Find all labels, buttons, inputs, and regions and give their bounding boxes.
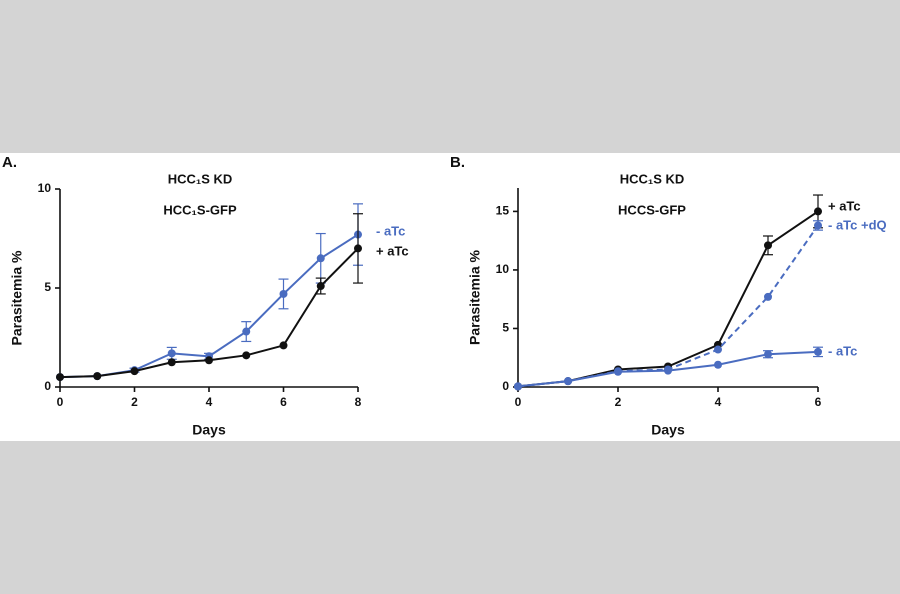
legend-label: + aTc	[828, 198, 861, 213]
x-tick-label: 0	[57, 395, 64, 409]
data-point	[764, 350, 772, 359]
y-tick-label: 0	[502, 379, 509, 393]
y-tick-label: 10	[38, 181, 52, 195]
panel-label: A.	[2, 154, 17, 171]
y-tick-label: 10	[496, 262, 510, 276]
x-tick-label: 2	[615, 395, 622, 409]
data-point	[316, 254, 325, 263]
data-point	[714, 345, 722, 354]
legend-label: - aTc	[828, 343, 857, 358]
data-point	[614, 367, 622, 376]
x-tick-label: 8	[355, 395, 362, 409]
chart-subtitle: HCCS-GFP	[618, 202, 686, 217]
data-point	[564, 377, 572, 386]
chart-title: HCC₁S KD	[620, 171, 685, 186]
figure-panel	[0, 153, 900, 441]
x-tick-label: 4	[206, 395, 213, 409]
data-point	[56, 373, 64, 382]
data-point	[814, 207, 822, 216]
x-axis-label: Days	[192, 422, 226, 438]
legend-label: + aTc	[376, 243, 409, 258]
chart-title: HCC₁S KD	[168, 171, 233, 186]
data-point	[814, 347, 822, 356]
x-tick-label: 6	[280, 395, 287, 409]
data-point	[130, 367, 139, 376]
data-point	[93, 372, 102, 381]
x-tick-label: 6	[815, 395, 822, 409]
data-point	[664, 366, 672, 375]
y-tick-label: 0	[44, 379, 51, 393]
data-point	[205, 356, 213, 365]
legend-label: - aTc	[376, 223, 405, 238]
panel-label: B.	[450, 154, 465, 171]
data-point	[814, 221, 822, 230]
data-point	[167, 358, 176, 367]
y-axis-label: Parasitemia %	[467, 249, 483, 344]
data-point	[242, 351, 251, 360]
x-tick-label: 0	[515, 395, 522, 409]
chart-subtitle: HCC₁S-GFP	[163, 202, 237, 217]
y-axis-label: Parasitemia %	[9, 250, 25, 345]
data-point	[279, 341, 288, 350]
data-point	[514, 382, 522, 391]
data-point	[714, 360, 722, 369]
data-point	[167, 349, 176, 358]
data-point	[316, 282, 325, 291]
data-point	[764, 292, 772, 301]
y-tick-label: 5	[44, 280, 51, 294]
x-tick-label: 4	[715, 395, 722, 409]
data-point	[354, 244, 362, 253]
data-point	[242, 327, 251, 336]
data-point	[279, 289, 288, 298]
data-point	[764, 241, 772, 250]
x-tick-label: 2	[131, 395, 138, 409]
y-tick-label: 5	[502, 321, 509, 335]
x-axis-label: Days	[651, 422, 685, 438]
legend-label: - aTc +dQ	[828, 217, 887, 232]
y-tick-label: 15	[496, 204, 510, 218]
